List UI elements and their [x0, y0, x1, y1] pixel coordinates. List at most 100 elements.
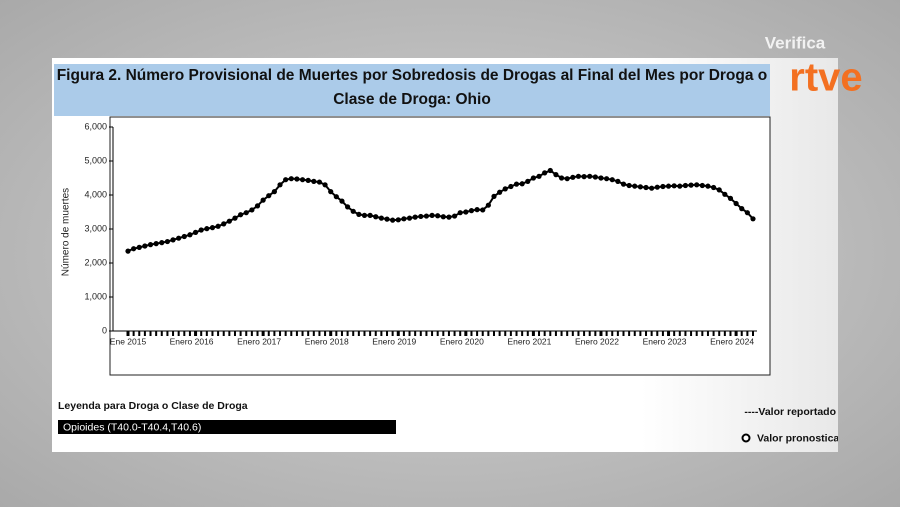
x-tick — [143, 331, 146, 336]
data-point — [215, 223, 221, 229]
x-tick-label: Enero 2017 — [237, 336, 281, 346]
x-tick — [256, 331, 259, 336]
x-tick — [386, 331, 389, 336]
data-point — [710, 184, 717, 191]
data-point — [181, 233, 187, 240]
x-tick — [245, 331, 248, 336]
x-tick — [650, 331, 653, 336]
x-tick — [487, 331, 490, 336]
data-point — [699, 182, 705, 189]
x-tick — [374, 331, 377, 336]
data-point — [125, 248, 131, 254]
x-tick — [295, 331, 298, 336]
data-point — [587, 173, 593, 179]
data-point — [373, 214, 379, 220]
data-point — [733, 200, 739, 207]
x-tick — [752, 331, 754, 336]
y-tick-label: 2,000 — [84, 257, 107, 267]
data-point — [727, 195, 734, 201]
data-point — [519, 181, 525, 187]
data-point — [260, 197, 266, 203]
data-point — [209, 225, 216, 231]
x-tick — [690, 331, 693, 336]
x-tick — [149, 331, 152, 336]
x-tick — [740, 331, 743, 336]
x-tick — [183, 331, 186, 336]
x-tick — [453, 331, 456, 336]
data-point — [198, 227, 204, 233]
data-point — [688, 182, 694, 188]
x-tick — [324, 331, 327, 336]
legend-forecast: Valor pronosticado — [757, 432, 852, 444]
x-tick — [228, 331, 231, 336]
data-point — [344, 204, 351, 210]
x-tick — [273, 331, 276, 336]
x-tick — [583, 331, 586, 336]
x-tick — [318, 331, 321, 336]
data-point — [502, 186, 508, 192]
x-tick — [566, 331, 569, 336]
data-point — [164, 238, 171, 245]
data-point — [536, 173, 542, 179]
data-point — [277, 182, 283, 188]
legend-title: Leyenda para Droga o Clase de Droga — [58, 400, 248, 412]
data-point — [570, 174, 576, 180]
data-point — [598, 175, 604, 181]
data-point — [682, 182, 689, 189]
x-tick — [729, 331, 732, 336]
y-tick-label: 1,000 — [84, 291, 107, 301]
x-tick — [380, 331, 383, 336]
x-tick — [284, 331, 287, 336]
x-tick — [211, 331, 214, 336]
data-point — [643, 184, 649, 191]
data-point — [328, 189, 334, 195]
x-tick-major — [329, 331, 333, 336]
data-point — [170, 237, 176, 243]
data-point — [238, 212, 244, 218]
x-tick — [661, 331, 664, 336]
data-point — [423, 213, 430, 219]
x-tick — [746, 331, 749, 336]
x-tick — [492, 331, 495, 336]
data-point — [446, 214, 452, 220]
x-tick — [312, 331, 315, 336]
data-point — [350, 208, 356, 214]
data-point — [525, 178, 531, 184]
x-tick — [301, 331, 304, 336]
data-point — [542, 170, 548, 176]
data-point — [131, 246, 137, 252]
data-point — [654, 184, 660, 190]
x-tick — [419, 331, 422, 336]
data-point — [356, 211, 362, 217]
y-axis-label: Número de muertes — [61, 188, 72, 276]
x-tick — [504, 331, 507, 336]
x-tick — [470, 331, 473, 336]
x-tick — [391, 331, 394, 336]
data-point — [491, 193, 497, 199]
data-point — [243, 210, 249, 216]
data-point — [395, 217, 401, 223]
data-point — [232, 215, 238, 221]
x-tick — [166, 331, 169, 336]
data-point — [609, 177, 615, 183]
data-point — [406, 215, 413, 221]
data-point — [497, 189, 503, 195]
data-point — [637, 184, 643, 190]
x-tick-label: Enero 2018 — [305, 336, 349, 346]
data-point — [722, 191, 728, 197]
y-tick-label: 5,000 — [84, 155, 107, 165]
x-tick — [442, 331, 445, 336]
data-point — [632, 183, 638, 189]
data-point — [176, 235, 182, 241]
data-point — [660, 183, 666, 190]
x-tick-label: Enero 2020 — [440, 336, 484, 346]
x-tick — [250, 331, 253, 336]
data-point — [305, 177, 311, 183]
x-tick — [160, 331, 163, 336]
data-point — [361, 212, 368, 218]
data-point — [564, 176, 570, 182]
legend-reported: ----Valor reportado — [744, 406, 836, 418]
x-tick-major — [734, 331, 738, 336]
data-point — [508, 183, 514, 190]
